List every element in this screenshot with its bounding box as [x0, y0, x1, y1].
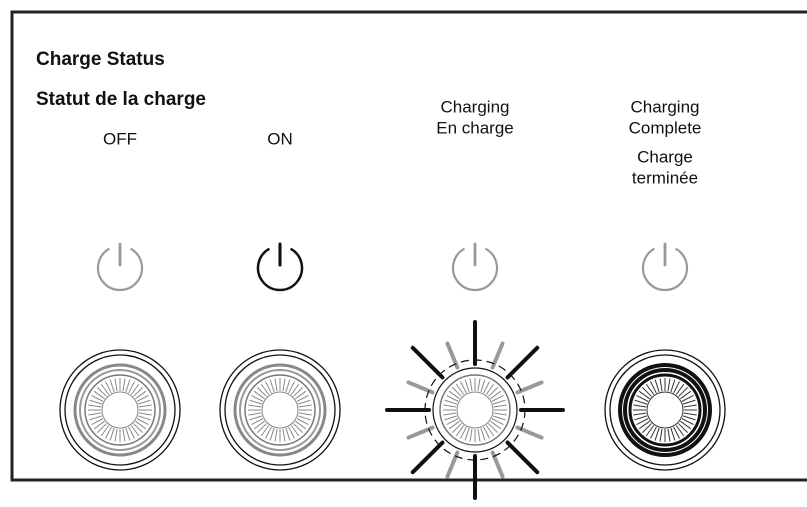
status-label: Charging	[441, 97, 510, 116]
status-label: Charge	[637, 147, 693, 166]
status-label: terminée	[632, 168, 698, 187]
glow-ray	[517, 382, 541, 392]
status-label: En charge	[436, 118, 514, 137]
diagram: Charge Status Statut de la charge OFF ON C…	[0, 0, 807, 507]
status-label: ON	[267, 129, 293, 148]
glow-ray	[508, 348, 538, 378]
ring-center	[457, 392, 493, 428]
page: Charge Status Statut de la charge OFF ON C…	[0, 0, 807, 507]
glow-ray	[508, 443, 538, 473]
status-label: Charging	[631, 97, 700, 116]
status-label: Complete	[629, 118, 702, 137]
status-label: OFF	[103, 129, 137, 148]
subtitle: Statut de la charge	[36, 89, 206, 110]
title: Charge Status	[36, 49, 165, 70]
ring-center	[647, 392, 683, 428]
ring-center	[102, 392, 138, 428]
glow-ray	[413, 443, 443, 473]
ring-center	[262, 392, 298, 428]
glow-ray	[413, 348, 443, 378]
